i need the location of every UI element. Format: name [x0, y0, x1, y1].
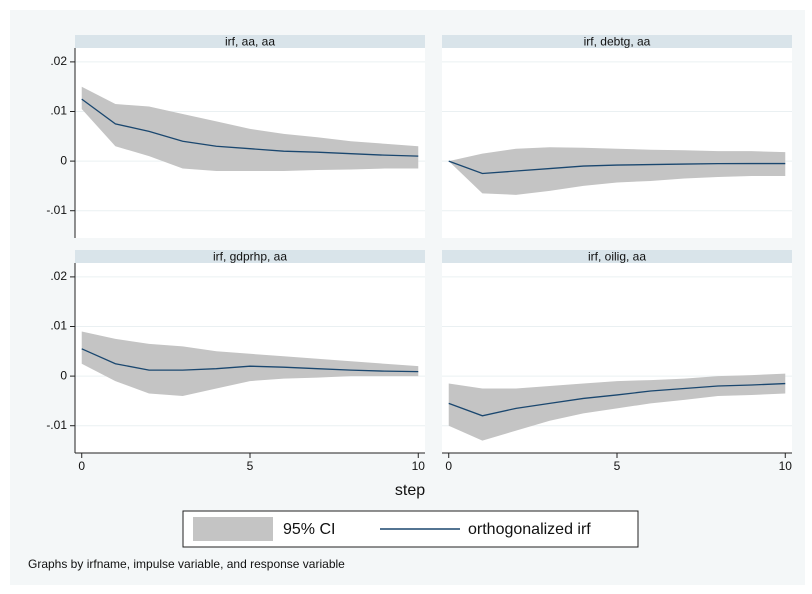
y-tick-label: .02 — [50, 54, 67, 68]
x-tick-label: 0 — [78, 459, 85, 473]
panel-title: irf, debtg, aa — [584, 35, 651, 49]
y-tick-label: -.01 — [46, 203, 67, 217]
y-tick-label: .02 — [50, 269, 67, 283]
legend-swatch — [193, 517, 273, 541]
figure: step Graphs by irfname, impulse variable… — [0, 0, 812, 594]
panel-title: irf, aa, aa — [225, 35, 275, 49]
x-tick-label: 10 — [779, 459, 793, 473]
y-tick-label: 0 — [60, 368, 67, 382]
x-tick-label: 5 — [614, 459, 621, 473]
panel-title: irf, oilig, aa — [588, 250, 646, 264]
legend-label: 95% CI — [283, 521, 335, 538]
x-axis-label: step — [395, 482, 425, 499]
y-tick-label: .01 — [50, 104, 67, 118]
legend-label: orthogonalized irf — [468, 521, 591, 538]
x-tick-label: 5 — [247, 459, 254, 473]
panel-title: irf, gdprhp, aa — [213, 250, 287, 264]
y-tick-label: 0 — [60, 153, 67, 167]
note: Graphs by irfname, impulse variable, and… — [28, 557, 345, 571]
x-tick-label: 0 — [445, 459, 452, 473]
y-tick-label: -.01 — [46, 418, 67, 432]
y-tick-label: .01 — [50, 319, 67, 333]
x-tick-label: 10 — [412, 459, 426, 473]
plot-area — [442, 48, 792, 238]
